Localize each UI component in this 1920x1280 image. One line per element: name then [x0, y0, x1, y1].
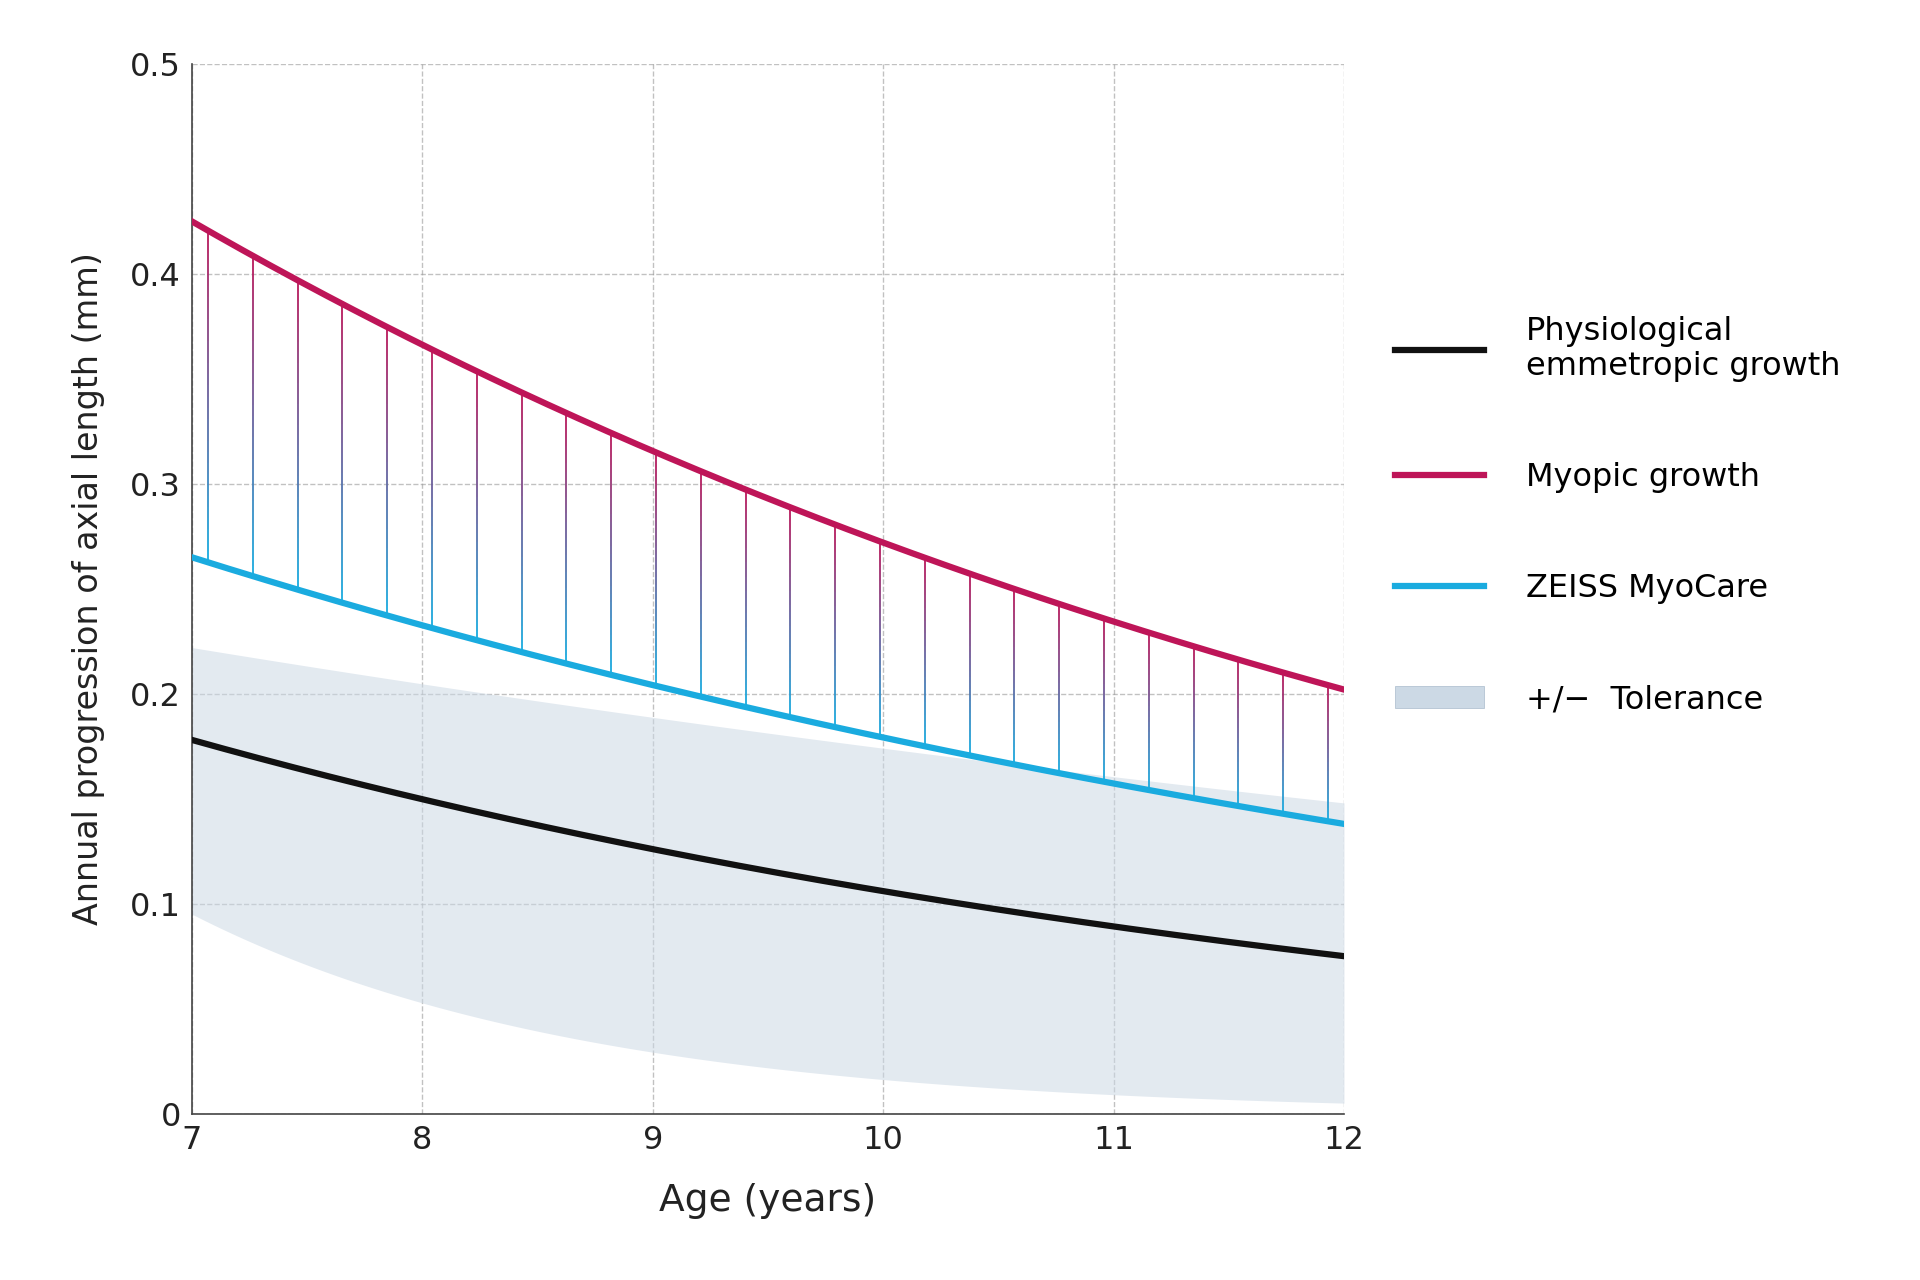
X-axis label: Age (years): Age (years) [659, 1184, 877, 1220]
Legend: Physiological
emmetropic growth, Myopic growth, ZEISS MyoCare, +/−  Tolerance: Physiological emmetropic growth, Myopic … [1394, 316, 1839, 716]
Y-axis label: Annual progression of axial length (mm): Annual progression of axial length (mm) [71, 252, 106, 925]
